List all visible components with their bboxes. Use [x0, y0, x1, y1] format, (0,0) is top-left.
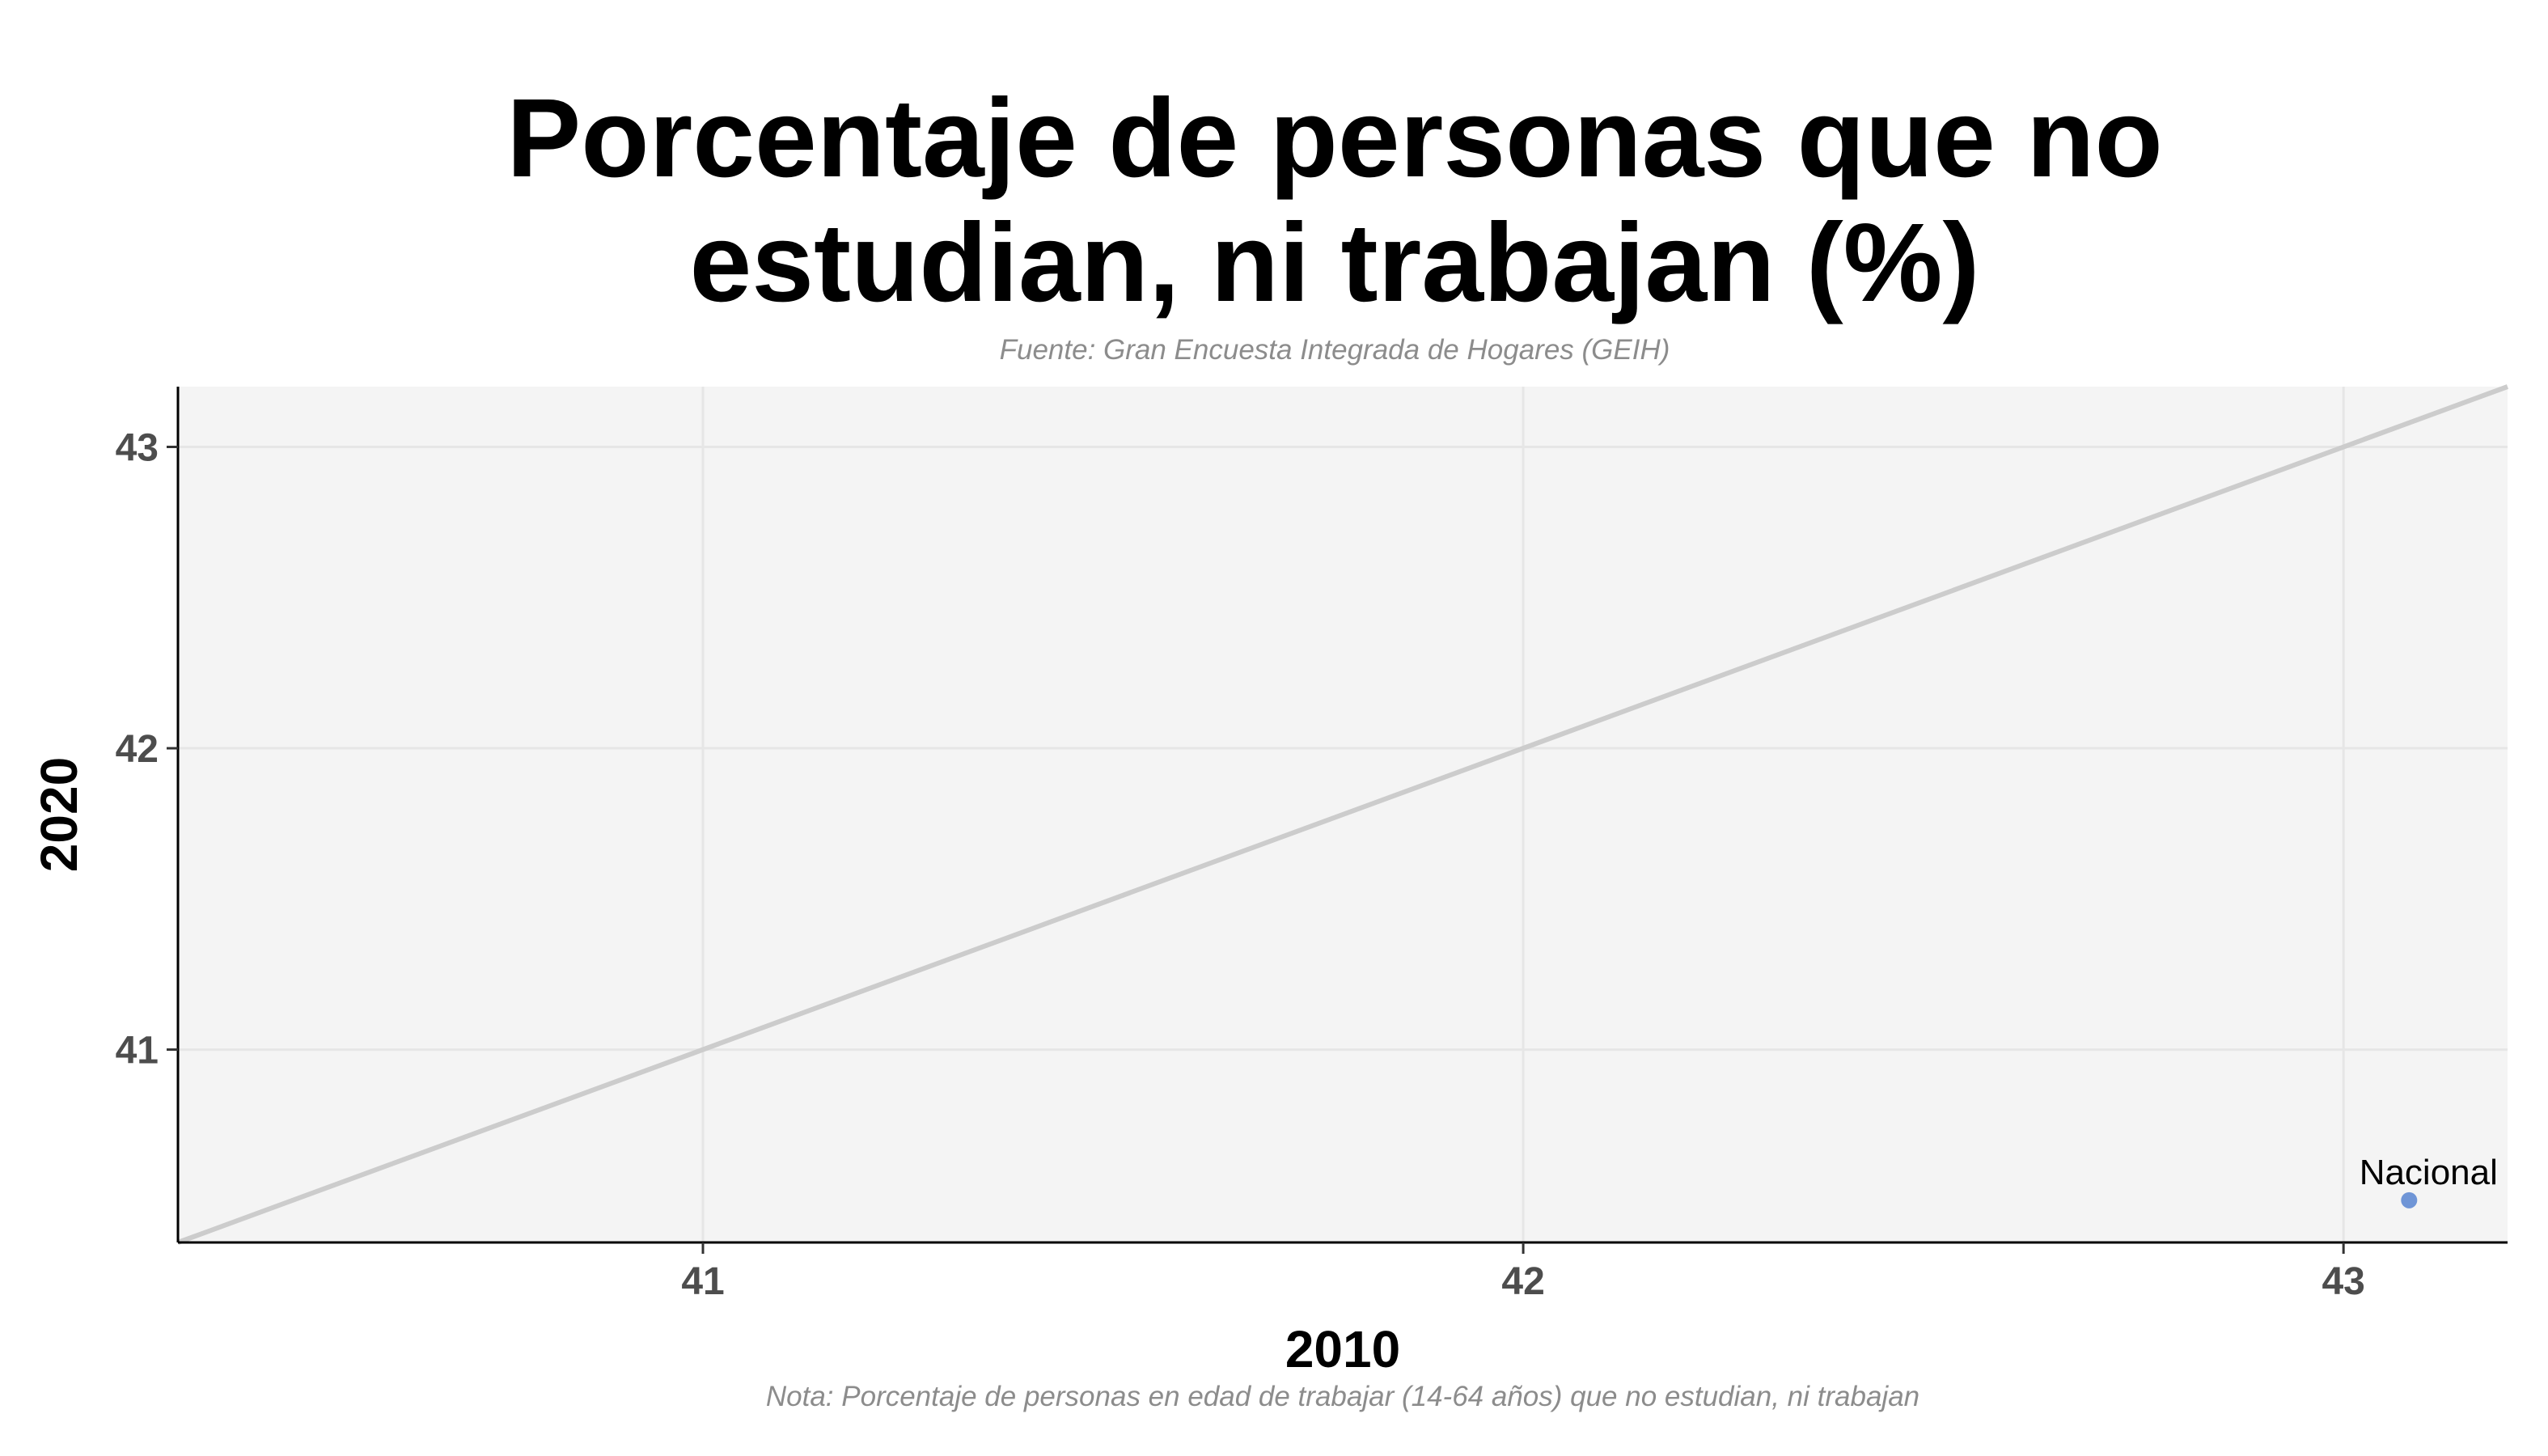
y-axis-title: 2020	[30, 757, 88, 872]
y-tick-label-41: 41	[116, 1030, 159, 1073]
y-tick-label-42: 42	[116, 728, 159, 771]
chart-title-line-1: Porcentaje de personas que no	[506, 76, 2163, 201]
grid-lines	[178, 387, 2508, 1242]
reference-line	[176, 384, 2509, 1245]
x-axis-ticks: 41 42 43	[681, 1242, 2365, 1303]
x-tick-label-43: 43	[2322, 1260, 2364, 1303]
data-point-label-nacional: Nacional	[2360, 1153, 2498, 1192]
data-point-nacional	[2401, 1191, 2418, 1208]
chart-subtitle: Fuente: Gran Encuesta Integrada de Hogar…	[1000, 334, 1670, 366]
chart-note: Nota: Porcentaje de personas en edad de …	[766, 1381, 1919, 1412]
y-axis-ticks: 41 42 43	[116, 427, 178, 1073]
data-points: Nacional	[2360, 1153, 2498, 1208]
y-tick-label-43: 43	[116, 427, 159, 470]
x-tick-label-42: 42	[1501, 1260, 1544, 1303]
chart-title-line-2: estudian, ni trabajan (%)	[690, 201, 1980, 325]
x-tick-label-41: 41	[681, 1260, 724, 1303]
x-axis-title: 2010	[1285, 1320, 1400, 1378]
